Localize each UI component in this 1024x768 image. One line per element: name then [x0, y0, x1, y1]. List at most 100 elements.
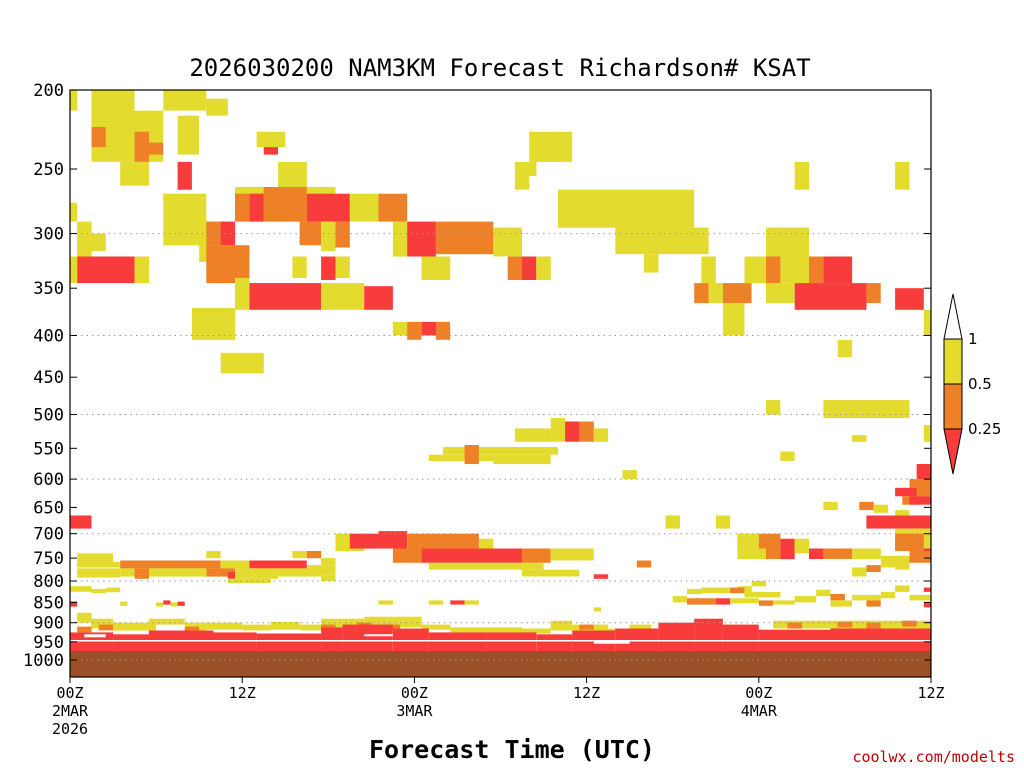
heatmap-cell-y-122	[77, 553, 92, 563]
heatmap-cell-r-181	[923, 587, 931, 592]
heatmap-cell-y-78	[794, 161, 810, 190]
heatmap-cell-r-100	[909, 496, 931, 505]
heatmap-cell-y-101	[823, 501, 838, 511]
heatmap-cell-o-221	[98, 624, 114, 631]
heatmap-cell-y-206	[321, 618, 365, 629]
heatmap-cell-o-6	[134, 131, 149, 162]
heatmap-cell-y-2	[163, 90, 207, 111]
heatmap-cell-o-71	[809, 256, 824, 284]
heatmap-cell-o-217	[837, 621, 853, 628]
heatmap-cell-y-73	[766, 283, 795, 304]
heatmap-cell-o-92	[464, 445, 479, 464]
x-axis-label: Forecast Time (UTC)	[369, 735, 655, 764]
heatmap-cell-r-37	[321, 256, 336, 280]
heatmap-cell-o-220	[77, 626, 92, 633]
heatmap-cell-o-75	[866, 283, 881, 304]
heatmap-cell-y-190	[170, 602, 178, 607]
legend-label-1: 1	[968, 330, 978, 348]
heatmap-cell-y-162	[701, 587, 731, 594]
heatmap-cell-o-177	[866, 600, 881, 607]
heatmap-cell-y-192	[378, 600, 393, 605]
heatmap-cell-o-47	[435, 221, 494, 255]
heatmap-cell-y-107	[665, 515, 680, 529]
heatmap-cell-r-186	[70, 601, 78, 607]
heatmap-cell-y-57	[529, 131, 573, 162]
heatmap-cell-o-126	[306, 551, 322, 559]
dotted-gridlines	[70, 233, 931, 661]
heatmap-cell-y-39	[235, 277, 250, 310]
heatmap-cell-y-124	[206, 551, 221, 559]
heatmap-cell-r-144	[780, 538, 795, 554]
legend-bin-orange	[943, 383, 963, 430]
heatmap-cell-r-46	[407, 221, 436, 257]
heatmap-cell-o-18	[263, 187, 307, 222]
y-tick-label-1000: 1000	[23, 651, 64, 671]
heatmap-cell-y-183	[70, 586, 92, 592]
heatmap-cell-o-225	[385, 624, 401, 630]
heatmap-cell-r-194	[450, 600, 465, 605]
heatmap-cell-o-64	[694, 283, 709, 304]
heatmap-cell-o-50	[507, 256, 523, 280]
heatmap-cell-y-127	[321, 558, 336, 566]
heatmap-cell-r-19	[306, 193, 350, 222]
y-tick-label-350: 350	[33, 279, 64, 299]
heatmap-cell-o-222	[184, 626, 200, 633]
heatmap-cell-o-158	[866, 565, 881, 572]
heatmap-cell-r-168	[715, 598, 731, 605]
heatmap-cell-y-24	[91, 233, 106, 251]
heatmap-cell-o-218	[866, 622, 881, 629]
heatmap-cell-o-150	[823, 548, 853, 559]
y-tick-label-750: 750	[33, 549, 64, 569]
heatmap-cell-y-43	[192, 307, 236, 340]
heatmap-cell-y-195	[464, 600, 479, 605]
heatmap-cell-o-216	[787, 622, 802, 629]
heatmap-cell-y-91	[428, 454, 494, 461]
heatmap-cell-ground-249	[70, 651, 931, 677]
heatmap-cell-o-66	[722, 283, 752, 304]
heatmap-cell-y-169	[730, 598, 759, 604]
heatmap-cell-y-188	[156, 602, 164, 607]
heatmap-cell-o-7	[148, 142, 164, 155]
heatmap-cell-white-246	[364, 634, 393, 637]
heatmap-cell-o-219	[902, 620, 917, 627]
heatmap-cell-y-200	[148, 618, 185, 625]
heatmap-cell-o-116	[522, 548, 551, 563]
y-tick-label-600: 600	[33, 470, 64, 490]
heatmap-cell-r-120	[593, 574, 609, 579]
heatmap-cell-r-191	[177, 601, 185, 606]
heatmap-cell-y-89	[593, 428, 609, 442]
heatmap-cell-y-86	[514, 428, 551, 442]
heatmap-cell-y-61	[615, 227, 709, 255]
legend-bin-yellow	[943, 338, 963, 385]
heatmap-cell-y-36	[292, 256, 307, 278]
heatmap-cell-r-147	[780, 551, 795, 560]
heatmap-cell-r-105	[866, 515, 931, 529]
heatmap-cell-y-171	[773, 600, 795, 605]
heatmap-cell-y-185	[105, 587, 121, 593]
heatmap-cell-y-197	[77, 612, 92, 623]
heatmap-cell-y-60	[557, 189, 695, 228]
heatmap-cell-o-112	[407, 533, 479, 549]
heatmap-cell-y-184	[91, 588, 106, 594]
x-tick-label-48-0: 00Z	[745, 684, 772, 702]
heatmap-cell-y-196	[593, 607, 601, 612]
heatmap-cell-y-152	[880, 555, 910, 568]
heatmap-cell-o-5	[91, 127, 106, 148]
heatmap-cell-y-133	[77, 568, 121, 578]
heatmap-cell-o-167	[687, 598, 716, 605]
y-tick-label-550: 550	[33, 439, 64, 459]
plot-frame	[69, 89, 932, 678]
heatmap-cell-y-202	[206, 622, 243, 630]
x-tick-label-24-0: 00Z	[401, 684, 428, 702]
x-tick-label-24-1: 3MAR	[396, 702, 433, 720]
heatmap-cell-y-209	[450, 627, 523, 633]
heatmap-cell-y-166	[672, 596, 688, 603]
heatmap-cell-y-159	[852, 567, 867, 577]
heatmap-cell-y-210	[522, 628, 551, 634]
heatmap-cell-y-85	[550, 418, 566, 442]
heatmap-cell-o-56	[435, 321, 451, 340]
heatmap-cell-y-160	[751, 581, 766, 587]
y-tick-label-650: 650	[33, 498, 64, 518]
y-tick-label-400: 400	[33, 327, 64, 347]
